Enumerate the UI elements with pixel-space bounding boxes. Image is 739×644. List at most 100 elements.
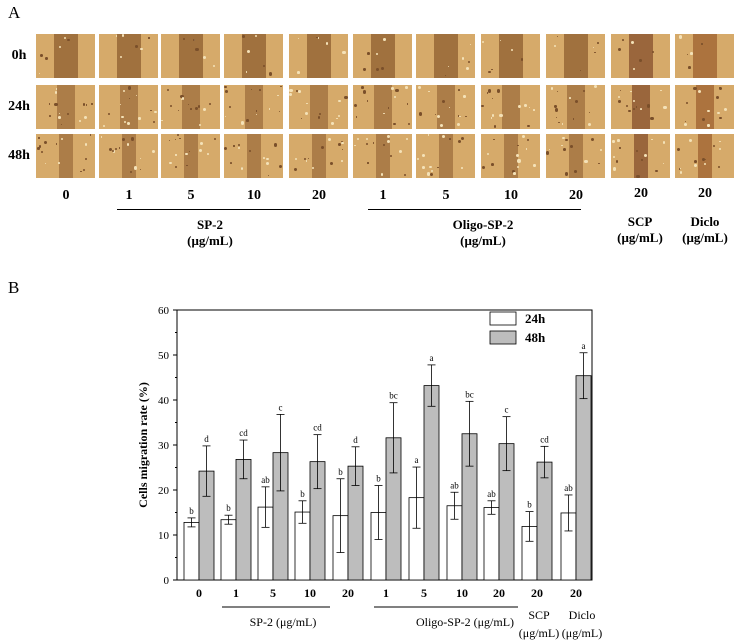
x-tick-label: 1	[233, 586, 239, 600]
dose-label-col8: 10	[504, 188, 518, 203]
micrograph-48h-col1	[36, 134, 95, 178]
y-tick-label: 0	[164, 575, 170, 587]
bar-24h-1	[220, 519, 237, 581]
dose-label-col10: 20	[634, 186, 648, 201]
x-tick-label: 20	[342, 586, 354, 600]
significance-label: d	[353, 435, 358, 445]
bar-48h-9	[536, 461, 553, 581]
dose-label-col4: 10	[247, 188, 261, 203]
significance-label: a	[430, 353, 434, 363]
y-tick-label: 20	[158, 485, 170, 497]
significance-label: cd	[239, 428, 248, 438]
group-unit: (μg/mL)	[682, 230, 728, 245]
dose-label-col9: 20	[569, 188, 583, 203]
micrograph-0h-col10	[611, 34, 670, 78]
migration-rate-chart: 0 10 20 30 40 50 60 Cells migration rate (%) b d 0…	[136, 305, 602, 640]
group-label-3: Diclo (μg/mL)	[655, 214, 739, 246]
x-group-label: SCP	[528, 608, 550, 622]
micrograph-48h-col4	[224, 134, 283, 178]
micrograph-48h-col11	[675, 134, 734, 178]
micrograph-0h-col5	[289, 34, 348, 78]
micrograph-0h-col2	[99, 34, 158, 78]
micrograph-24h-col11	[675, 85, 734, 129]
x-tick-label: 5	[270, 586, 276, 600]
x-tick-label: 20	[493, 586, 505, 600]
significance-label: ab	[261, 475, 270, 485]
dose-label-col11: 20	[698, 186, 712, 201]
micrograph-24h-col3	[161, 85, 220, 129]
micrograph-48h-col10	[611, 134, 670, 178]
group-name: SP-2	[197, 217, 223, 232]
significance-label: a	[415, 455, 419, 465]
row-label-48h: 48h	[8, 148, 30, 163]
y-tick-label: 50	[158, 350, 170, 362]
significance-label: cd	[540, 434, 549, 444]
group-name: Diclo	[690, 214, 720, 229]
legend-swatch-24h	[489, 311, 517, 326]
x-tick-label: 10	[456, 586, 468, 600]
significance-label: c	[279, 402, 283, 412]
significance-label: ab	[450, 480, 459, 490]
dose-label-col5: 20	[312, 188, 326, 203]
legend-label-24h: 24h	[525, 311, 546, 326]
micrograph-48h-col6	[353, 134, 412, 178]
significance-label: b	[527, 500, 532, 510]
x-tick-label: 20	[531, 586, 543, 600]
micrograph-0h-col8	[481, 34, 540, 78]
group-underline-1	[368, 209, 581, 211]
micrograph-48h-col2	[99, 134, 158, 178]
significance-label: b	[338, 467, 343, 477]
bar-24h-0	[183, 521, 200, 581]
micrograph-0h-col6	[353, 34, 412, 78]
dose-label-col3: 5	[187, 188, 195, 203]
micrograph-48h-col3	[161, 134, 220, 178]
micrograph-24h-col1	[36, 85, 95, 129]
micrograph-0h-col4	[224, 34, 283, 78]
significance-label: b	[226, 503, 231, 513]
group-unit: (μg/mL)	[617, 230, 663, 245]
row-label-24h: 24h	[8, 99, 30, 114]
bar-48h-6	[423, 385, 440, 581]
micrograph-48h-col7	[416, 134, 475, 178]
micrograph-24h-col5	[289, 85, 348, 129]
micrograph-0h-col1	[36, 34, 95, 78]
dose-label-col6: 1	[379, 188, 387, 203]
x-tick-label: 5	[421, 586, 427, 600]
x-group-label: (μg/mL)	[562, 626, 602, 640]
group-name: SCP	[627, 214, 653, 229]
micrograph-48h-col5	[289, 134, 348, 178]
x-tick-label: 1	[383, 586, 389, 600]
panel-b-letter: B	[8, 278, 20, 297]
micrograph-48h-col9	[546, 134, 605, 178]
legend-swatch-48h	[489, 330, 517, 345]
significance-label: b	[376, 474, 381, 484]
panel-a-letter: A	[8, 3, 21, 22]
micrograph-24h-col2	[99, 85, 158, 129]
x-tick-label: 20	[570, 586, 582, 600]
x-tick-label: 10	[304, 586, 316, 600]
y-axis-label: Cells migration rate (%)	[136, 382, 150, 508]
significance-label: bc	[389, 391, 398, 401]
significance-label: c	[505, 405, 509, 415]
group-label-2: SCP (μg/mL)	[590, 214, 690, 246]
dose-label-col1: 0	[62, 188, 70, 203]
significance-label: ab	[564, 483, 573, 493]
micrograph-24h-col4	[224, 85, 283, 129]
x-tick-label: 0	[196, 586, 202, 600]
row-label-0h: 0h	[11, 48, 27, 63]
micrograph-24h-col9	[546, 85, 605, 129]
significance-label: cd	[313, 423, 322, 433]
group-label-1: Oligo-SP-2 (μg/mL)	[433, 217, 533, 249]
micrograph-0h-col7	[416, 34, 475, 78]
micrograph-0h-col9	[546, 34, 605, 78]
group-underline-0	[117, 209, 310, 211]
group-name: Oligo-SP-2	[452, 217, 514, 232]
significance-label: d	[204, 434, 209, 444]
x-group-label: (μg/mL)	[519, 626, 559, 640]
bar-24h-8	[483, 507, 500, 581]
dose-label-col7: 5	[442, 188, 450, 203]
y-tick-label: 60	[158, 305, 170, 317]
micrograph-0h-col3	[161, 34, 220, 78]
y-tick-label: 10	[158, 530, 170, 542]
significance-label: b	[300, 489, 305, 499]
